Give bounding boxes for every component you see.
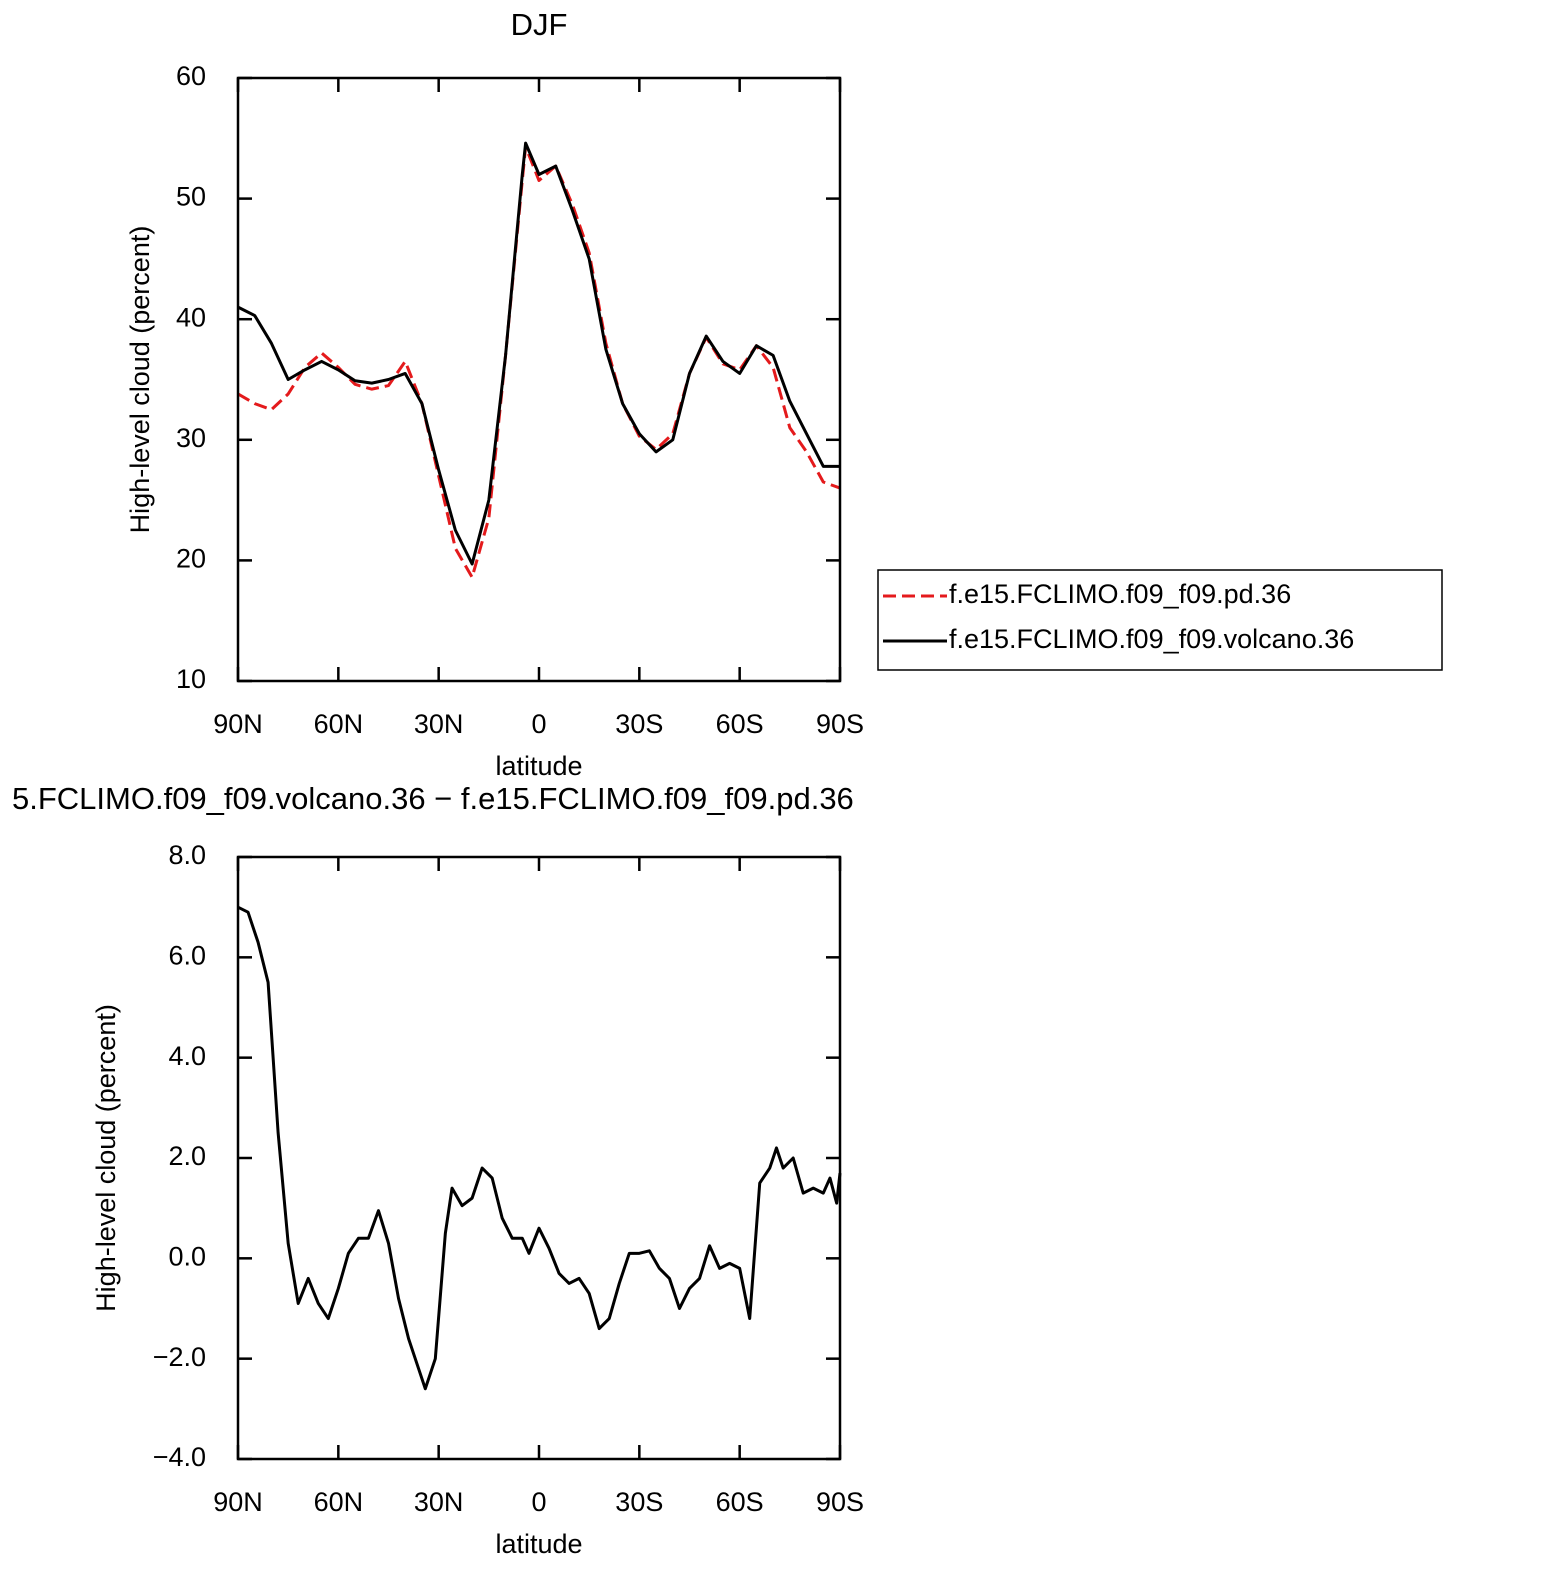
y-tick-label: 50 bbox=[176, 182, 206, 212]
plot-frame bbox=[236, 855, 842, 1461]
x-tick-label: 30N bbox=[414, 709, 464, 739]
x-tick-label: 90N bbox=[213, 1487, 263, 1517]
x-tick-label: 0 bbox=[531, 709, 546, 739]
x-tick-label: 90N bbox=[213, 709, 263, 739]
y-tick-label: 60 bbox=[176, 61, 206, 91]
x-tick-label: 60S bbox=[716, 1487, 764, 1517]
y-tick-label: 20 bbox=[176, 544, 206, 574]
y-tick-label: 2.0 bbox=[168, 1141, 206, 1171]
y-tick-label: 4.0 bbox=[168, 1041, 206, 1071]
y-tick-label: 30 bbox=[176, 423, 206, 453]
chart-title: DJF bbox=[511, 7, 568, 42]
x-axis-label: latitude bbox=[495, 751, 582, 781]
x-tick-label: 30S bbox=[615, 709, 663, 739]
chart-title: 5.FCLIMO.f09_f09.volcano.36 − f.e15.FCLI… bbox=[12, 781, 854, 816]
x-tick-label: 0 bbox=[531, 1487, 546, 1517]
y-axis-label: High-level cloud (percent) bbox=[125, 226, 155, 534]
y-tick-label: 0.0 bbox=[168, 1241, 206, 1271]
y-axis-label: High-level cloud (percent) bbox=[91, 1004, 121, 1312]
y-tick-label: 6.0 bbox=[168, 940, 206, 970]
data-line bbox=[237, 905, 842, 1391]
y-tick-label: −2.0 bbox=[153, 1342, 206, 1372]
x-axis-label: latitude bbox=[495, 1529, 582, 1559]
y-tick-label: 10 bbox=[176, 664, 206, 694]
data-line bbox=[237, 141, 840, 566]
x-tick-label: 60N bbox=[314, 709, 364, 739]
legend-label: f.e15.FCLIMO.f09_f09.pd.36 bbox=[949, 579, 1291, 609]
x-tick-label: 60S bbox=[716, 709, 764, 739]
plot-frame bbox=[236, 76, 842, 683]
x-tick-label: 30N bbox=[414, 1487, 464, 1517]
y-tick-label: 40 bbox=[176, 302, 206, 332]
x-tick-label: 90S bbox=[816, 709, 864, 739]
x-tick-label: 90S bbox=[816, 1487, 864, 1517]
legend-box bbox=[877, 569, 1443, 671]
x-tick-label: 30S bbox=[615, 1487, 663, 1517]
y-tick-label: 8.0 bbox=[168, 840, 206, 870]
y-tick-label: −4.0 bbox=[153, 1442, 206, 1472]
data-line bbox=[237, 145, 841, 579]
legend-label: f.e15.FCLIMO.f09_f09.volcano.36 bbox=[949, 624, 1354, 654]
x-tick-label: 60N bbox=[314, 1487, 364, 1517]
